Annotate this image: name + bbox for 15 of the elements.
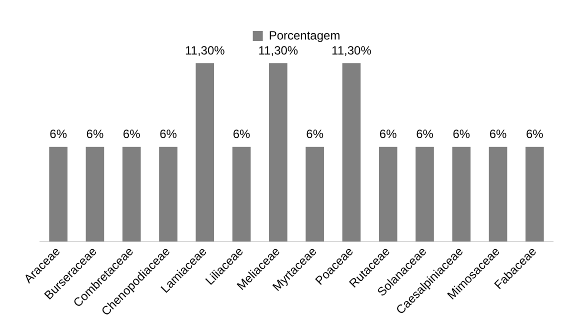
data-label: 6% [489, 127, 508, 142]
data-label: 11,30% [332, 43, 372, 58]
data-label: 6% [232, 127, 251, 142]
data-label: 6% [86, 127, 104, 142]
data-label: 11,30% [258, 43, 298, 58]
data-label: 6% [50, 127, 68, 142]
data-label: 6% [379, 127, 398, 142]
data-label: 6% [160, 127, 178, 142]
data-label: 11,30% [184, 43, 226, 58]
data-label: 6% [416, 127, 434, 142]
data-label: 6% [306, 127, 324, 142]
data-label: 6% [526, 127, 544, 142]
data-label: 6% [122, 127, 141, 142]
data-label: 6% [452, 127, 470, 142]
legend-label: Porcentagem [268, 28, 340, 42]
